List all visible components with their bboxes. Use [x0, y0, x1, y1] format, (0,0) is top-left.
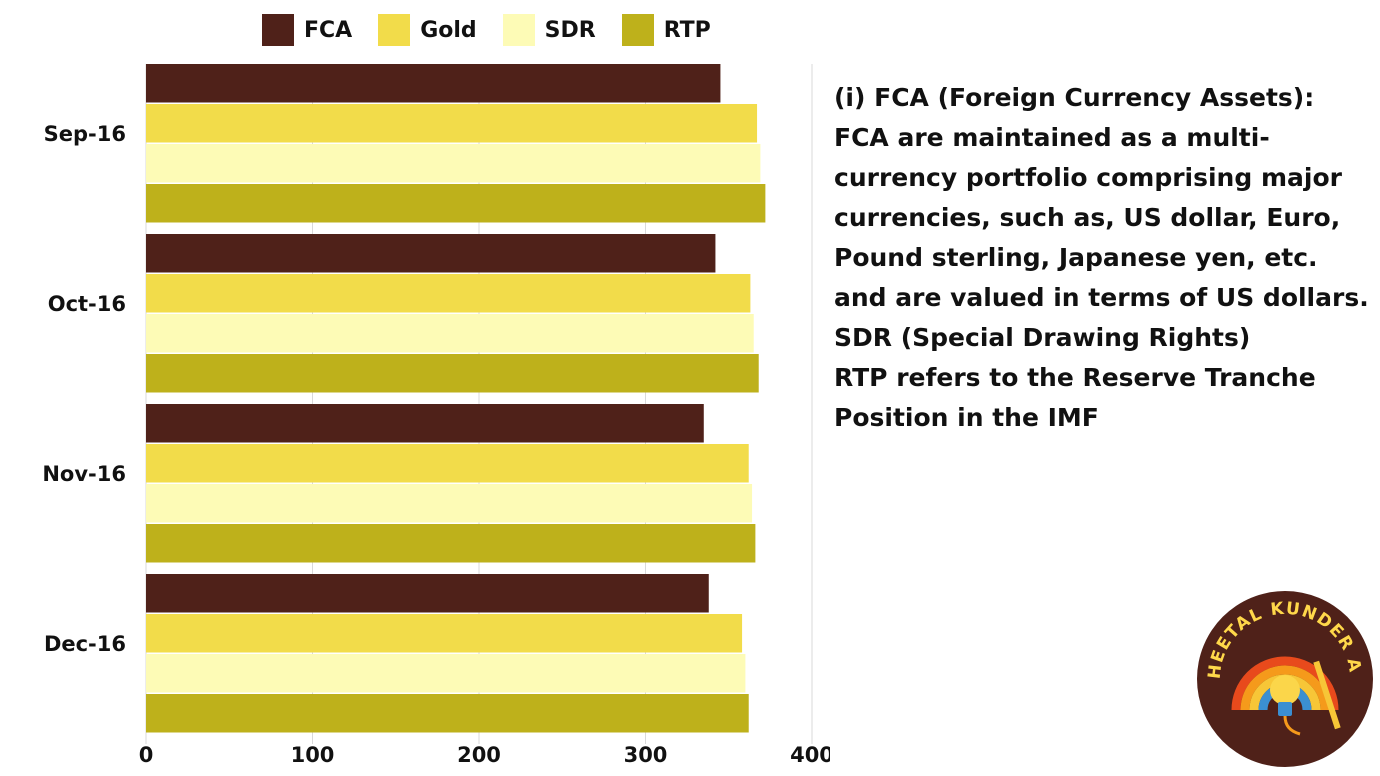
y-category-label: Nov-16 [42, 462, 126, 486]
bar-sdr-dec-16 [146, 654, 746, 693]
logo-rainbow-red [1231, 656, 1339, 711]
legend-item-fca: FCA [262, 14, 352, 46]
legend-swatch-fca [262, 14, 294, 46]
legend-label-sdr: SDR [544, 17, 596, 43]
legend-swatch-gold [378, 14, 411, 46]
notes-panel: (i) FCA (Foreign Currency Assets): FCA a… [834, 78, 1369, 438]
note-sdr: SDR (Special Drawing Rights) [834, 323, 1251, 352]
bar-gold-dec-16 [146, 614, 743, 653]
bar-rtp-dec-16 [146, 694, 749, 733]
legend-item-sdr: SDR [502, 14, 596, 46]
legend-swatch-rtp [621, 14, 654, 46]
x-tick-label: 400 [790, 743, 830, 767]
bar-gold-oct-16 [146, 274, 751, 313]
y-category-label: Oct-16 [48, 292, 126, 316]
logo-rainbow-orange [1240, 665, 1330, 711]
legend-label-fca: FCA [304, 17, 353, 43]
lightbulb-icon [1270, 675, 1301, 736]
bar-gold-nov-16 [146, 444, 749, 483]
bar-gold-sep-16 [146, 104, 758, 143]
bar-fca-oct-16 [146, 234, 716, 273]
x-tick-label: 300 [624, 743, 668, 767]
chart-legend: FCA Gold SDR RTP [262, 14, 737, 46]
legend-label-rtp: RTP [663, 17, 711, 43]
bar-rtp-oct-16 [146, 354, 759, 393]
legend-swatch-sdr [502, 14, 535, 46]
bar-chart: 0 100 200 300 400 Sep-16 Oct-16 Nov-16 Dec-16 [42, 64, 830, 767]
x-tick-label: 100 [291, 743, 335, 767]
note-fca: (i) FCA (Foreign Currency Assets): FCA a… [834, 83, 1369, 312]
pencil-icon [1313, 660, 1341, 730]
x-tick-label: 0 [139, 743, 154, 767]
academy-logo: PROF. SHEETAL KUNDER ACADEMY [1196, 590, 1373, 767]
bar-sdr-nov-16 [146, 484, 753, 523]
bar-rtp-sep-16 [146, 184, 766, 223]
legend-label-gold: Gold [420, 17, 477, 43]
x-tick-label: 200 [457, 743, 501, 767]
y-category-label: Dec-16 [44, 632, 126, 656]
y-category-label: Sep-16 [44, 122, 126, 146]
bar-fca-nov-16 [146, 404, 704, 443]
bar-sdr-oct-16 [146, 314, 754, 353]
bar-fca-dec-16 [146, 574, 709, 613]
note-rtp: RTP refers to the Reserve Tranche Positi… [834, 363, 1316, 432]
bar-sdr-sep-16 [146, 144, 761, 183]
legend-item-gold: Gold [378, 14, 477, 46]
bar-fca-sep-16 [146, 64, 721, 103]
legend-item-rtp: RTP [621, 14, 711, 46]
bar-rtp-nov-16 [146, 524, 756, 563]
